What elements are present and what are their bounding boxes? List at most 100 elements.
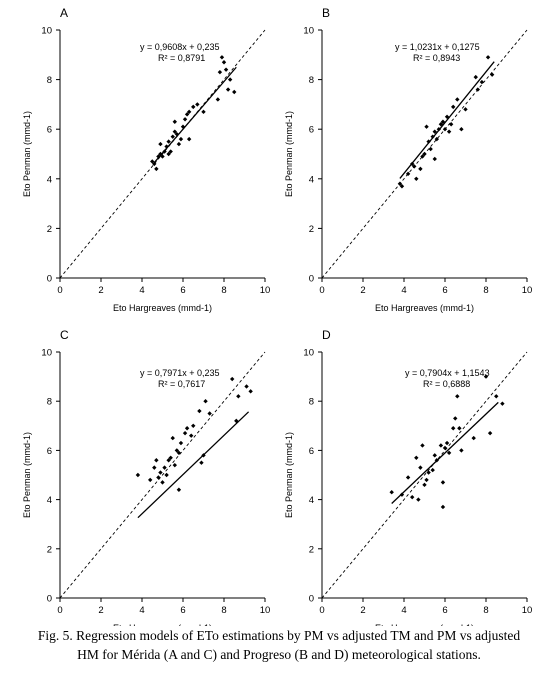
panel-a-y-tick-label: 2 (47, 224, 52, 235)
panel-a-point (232, 89, 237, 95)
panel-b-y-axis-title: Eto Penman (mmd-1) (284, 111, 294, 197)
panel-c-y-tick-label: 4 (47, 495, 52, 506)
panel-d-x-tick-label: 6 (442, 605, 447, 616)
panel-a-point (160, 154, 165, 159)
panel-a-point (219, 55, 225, 60)
panel-c-point (244, 384, 249, 389)
panel-d-y-tick-label: 2 (309, 544, 314, 555)
panel-a-y-axis-title: Eto Penman (mmd-1) (22, 111, 32, 197)
panel-b-point (489, 72, 495, 77)
panel-d-point (440, 504, 446, 510)
panel-c-x-tick-label: 8 (221, 605, 226, 616)
panel-b-point (428, 146, 433, 152)
panel-c-x-tick-label: 0 (57, 605, 62, 616)
panel-d-y-tick-label: 4 (309, 495, 314, 506)
panel-b-point (432, 156, 437, 162)
panel-b-point (448, 122, 454, 127)
panel-c-y-tick-label: 8 (47, 397, 52, 408)
panel-c-equation: y = 0,7971x + 0,235 (140, 368, 220, 378)
panel-b-x-axis-title: Eto Hargreaves (mmd-1) (375, 303, 474, 313)
panel-b-point (424, 124, 429, 129)
panel-c-regression-line (137, 411, 250, 519)
panel-a-point (154, 166, 159, 172)
panel-d-point (459, 448, 464, 453)
panel-a-point (227, 77, 233, 82)
panel-c-point (191, 423, 196, 428)
panel-b-x-tick-label: 10 (522, 285, 533, 296)
panel-d-point (451, 426, 456, 431)
panel-b-equation: y = 1,0231x + 0,1275 (395, 42, 480, 52)
panel-c-point (176, 487, 182, 492)
figure-canvas: A 0 2 4 6 8 10 0 2 4 6 8 10 Eto Hargreaves (mmd-1) Eto… (22, 6, 533, 626)
panel-c-point (203, 399, 208, 404)
panel-a-point (217, 69, 223, 75)
panel-a-point (174, 131, 180, 137)
panel-a-point (162, 149, 167, 154)
panel-b-x-tick-label: 8 (483, 285, 488, 296)
panel-b-point (432, 129, 437, 134)
panel-b-point (459, 127, 464, 132)
panel-b-point (475, 87, 480, 92)
panel-a-y-tick-label: 6 (47, 125, 52, 136)
panel-b-x-tick-label: 6 (442, 285, 447, 296)
panel-d-x-tick-label: 4 (401, 605, 406, 616)
panel-d-point (442, 445, 448, 451)
panel-d-point (471, 435, 476, 441)
panel-c-y-tick-label: 2 (47, 544, 52, 555)
panel-d-point (422, 482, 427, 488)
panel-b-point (414, 176, 419, 181)
panel-a-y-tick-label: 4 (47, 174, 52, 185)
caption-line-2: HM for Mérida (A and C) and Progreso (B … (77, 647, 481, 662)
panel-c-y-axis-title: Eto Penman (mmd-1) (22, 432, 32, 518)
panel-d-point (426, 470, 431, 475)
panel-c-point (154, 458, 159, 463)
panel-d-equation: y = 0,7904x + 1,1543 (405, 368, 490, 378)
panel-c-point (230, 376, 235, 382)
panel-b-point (397, 181, 403, 186)
panel-c-point (189, 433, 194, 438)
panel-a-r-squared: R² = 0,8791 (158, 53, 205, 63)
panel-c-x-tick-label: 4 (139, 605, 144, 616)
panel-c-x-tick-label: 10 (260, 605, 271, 616)
panel-a-point (158, 151, 163, 157)
panel-d-y-tick-label: 0 (309, 594, 314, 605)
panel-c-point (152, 465, 157, 470)
panel-c-point (156, 475, 161, 480)
panel-b-y-tick-label: 6 (309, 125, 314, 136)
panel-b-point (438, 122, 444, 127)
panel-b-point (451, 104, 456, 110)
panel-d-point (430, 467, 435, 473)
panel-d-point (389, 490, 394, 495)
panel-c-x-tick-label: 2 (98, 605, 103, 616)
panel-b-y-tick-label: 8 (309, 75, 314, 86)
panel-c-x-axis-title: Eto Hargreaves (mmd-1) (113, 623, 212, 626)
panel-b-y-tick-label: 2 (309, 224, 314, 235)
panel-a-x-axis-title: Eto Hargreaves (mmd-1) (113, 303, 212, 313)
panel-d-point (453, 416, 458, 421)
panel-b-point (420, 154, 425, 159)
figure-caption: Fig. 5. Regression models of ETo estimat… (0, 626, 558, 664)
panel-c-label: C (60, 328, 69, 342)
panel-b-point (412, 164, 417, 169)
panel-c-point (160, 480, 165, 485)
panel-a-y-tick-label: 8 (47, 75, 52, 86)
panel-c-x-tick-label: 6 (180, 605, 185, 616)
panel-b-y-tick-label: 10 (303, 26, 314, 37)
panel-c-point (207, 411, 212, 416)
panel-a-point (186, 136, 192, 142)
panel-c-point (162, 465, 167, 470)
panel-d-point (418, 465, 423, 470)
panel-d-point (424, 477, 429, 483)
panel-d-point (483, 374, 489, 379)
panel-c-point (135, 472, 141, 478)
panel-a-point (166, 139, 171, 144)
panel-a-point (176, 141, 182, 147)
panel-a-point (158, 141, 163, 147)
panel-a-point (166, 151, 171, 157)
panel-d-x-tick-label: 10 (522, 605, 533, 616)
panel-a-point (195, 102, 200, 107)
panel-c-r-squared: R² = 0,7617 (158, 379, 205, 389)
panel-d-point (432, 453, 437, 458)
panel-c-y-tick-label: 6 (47, 446, 52, 457)
panel-b-x-tick-label: 0 (319, 285, 324, 296)
